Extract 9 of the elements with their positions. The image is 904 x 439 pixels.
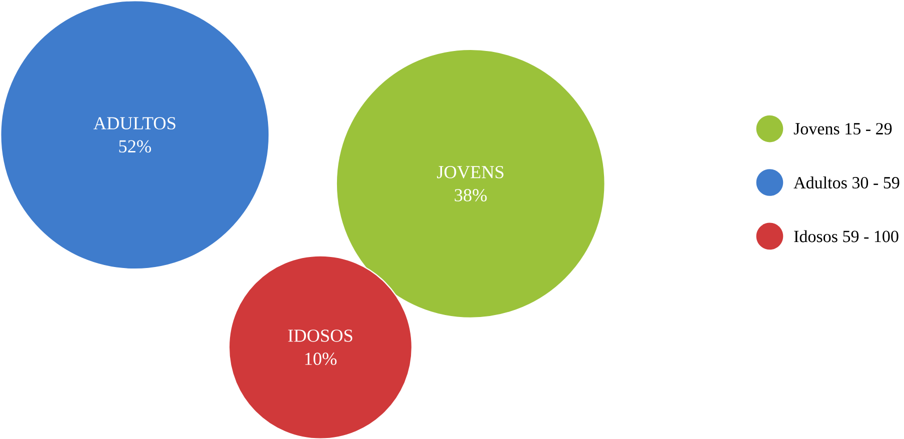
data-label: 52% <box>119 140 151 152</box>
category-label: IDOSOS <box>288 329 352 342</box>
category-label: ADULTOS <box>94 116 176 130</box>
data-label: 10% <box>305 352 337 365</box>
legend-label: Idosos 59 - 100 <box>794 230 898 242</box>
data-label: 38% <box>454 188 487 202</box>
legend-label: Adultos 30 - 59 <box>794 176 900 188</box>
legend-label: Jovens 15 - 29 <box>794 122 892 134</box>
category-label: JOVENS <box>437 166 504 178</box>
